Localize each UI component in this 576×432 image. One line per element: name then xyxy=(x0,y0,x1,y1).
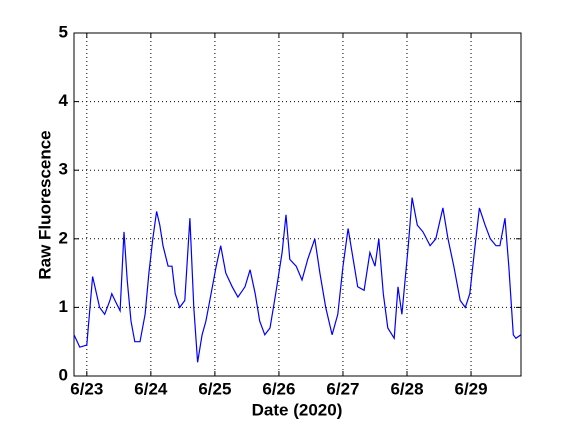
x-axis-label: Date (2020) xyxy=(252,400,343,419)
x-tick-label: 6/23 xyxy=(70,379,103,398)
y-tick-label: 2 xyxy=(59,228,68,247)
x-tick-label: 6/25 xyxy=(198,379,231,398)
y-tick-label: 3 xyxy=(59,160,68,179)
data-line xyxy=(73,197,522,363)
y-tick-label: 1 xyxy=(59,297,68,316)
x-tick-label: 6/27 xyxy=(326,379,359,398)
y-tick-label: 5 xyxy=(59,22,68,41)
y-tick-label: 0 xyxy=(59,365,68,384)
x-tick-label: 6/28 xyxy=(390,379,423,398)
x-tick-label: 6/29 xyxy=(455,379,488,398)
x-tick-label: 6/26 xyxy=(262,379,295,398)
x-tick-label: 6/24 xyxy=(134,379,168,398)
y-tick-label: 4 xyxy=(59,91,69,110)
y-axis-label: Raw Fluorescence xyxy=(35,130,54,279)
plot-frame xyxy=(73,32,522,377)
